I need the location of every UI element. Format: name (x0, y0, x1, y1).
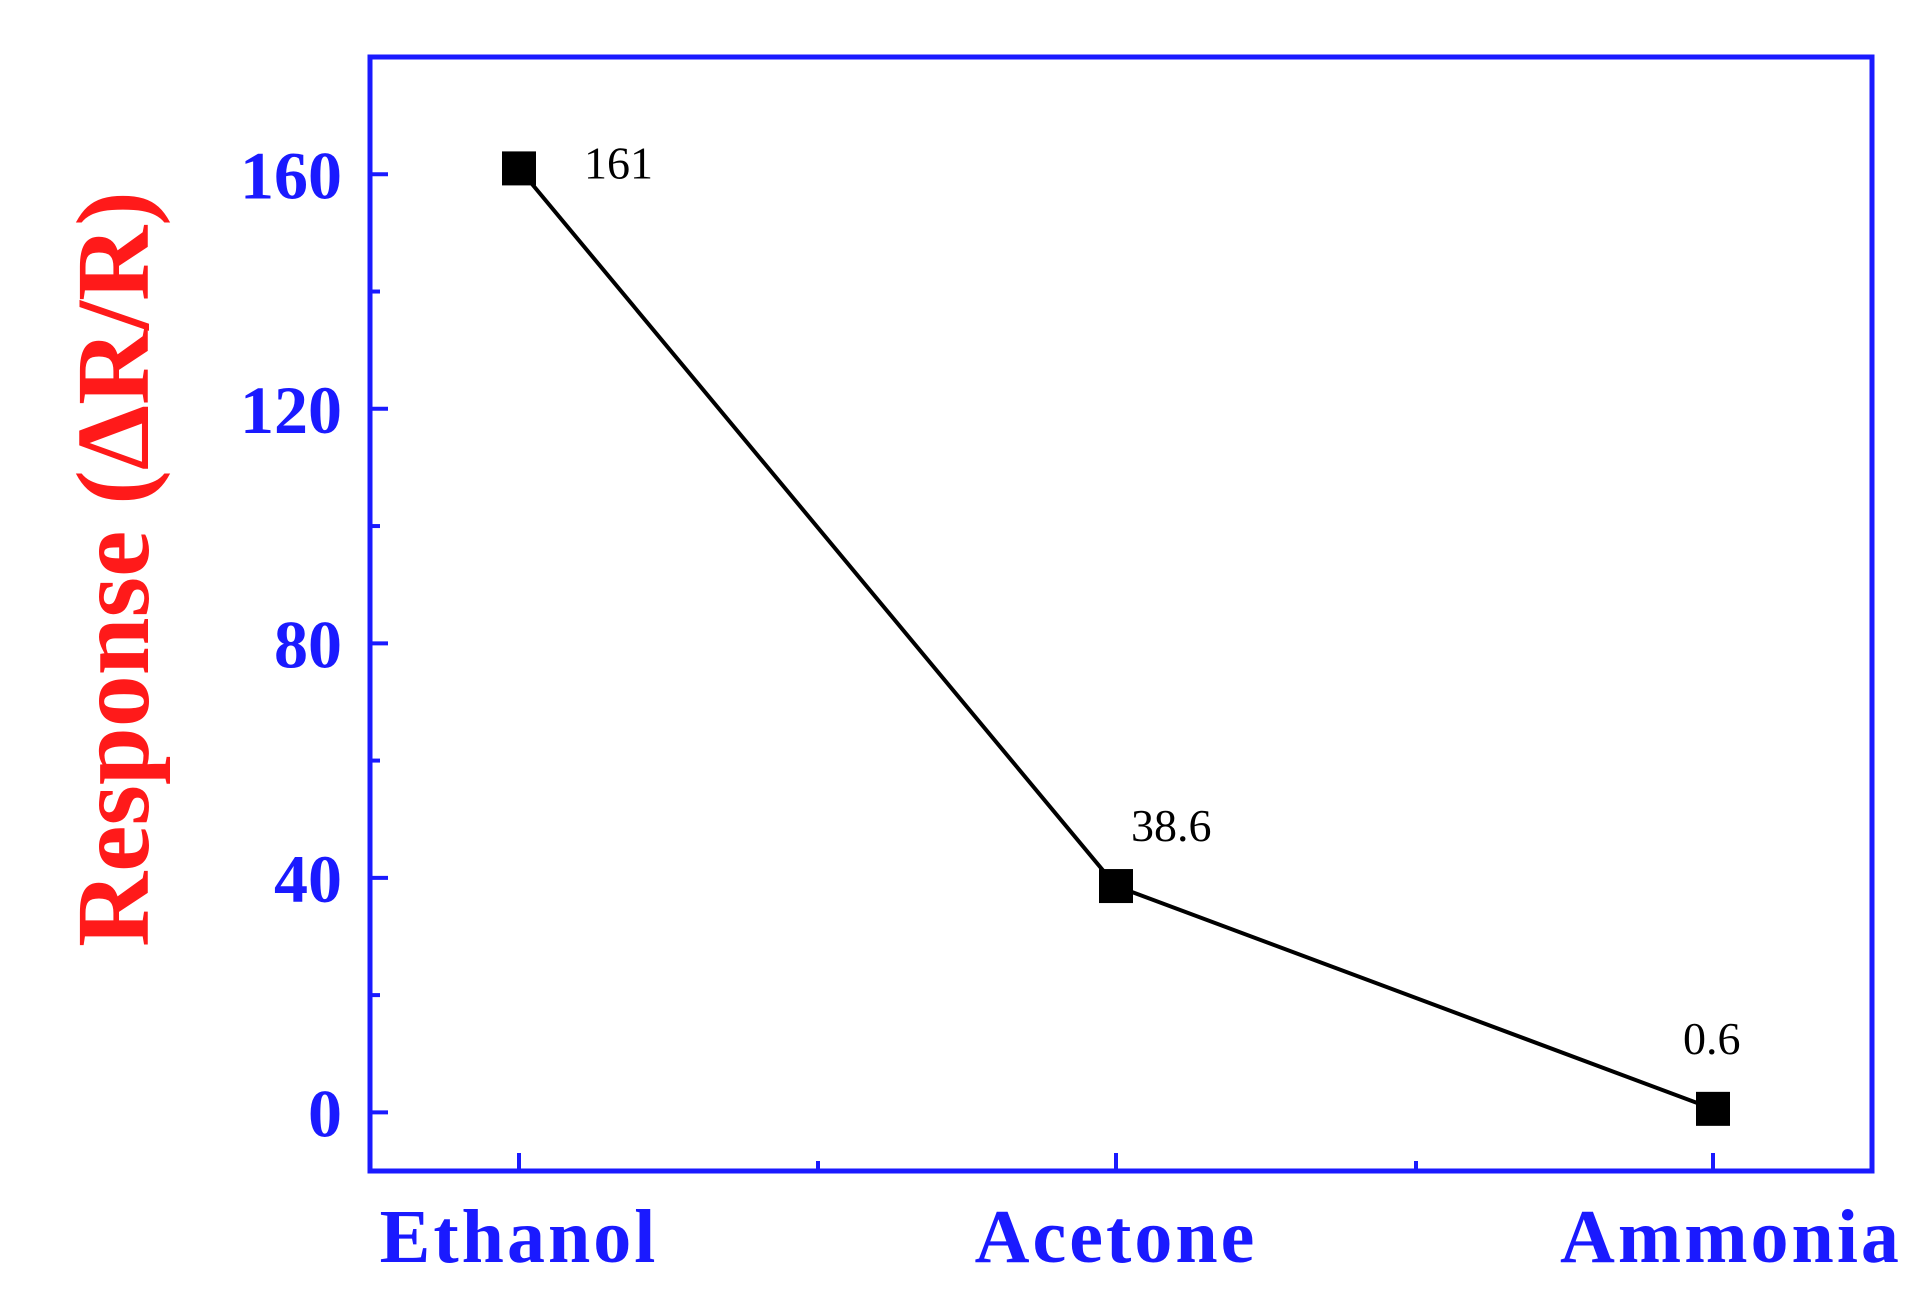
y-tick-label: 40 (274, 841, 342, 917)
y-tick-label: 160 (240, 137, 342, 213)
x-tick-label: Ethanol (380, 1195, 659, 1279)
series (502, 151, 1730, 1126)
data-label: 38.6 (1131, 800, 1212, 851)
y-axis-title: Response (ΔR/R) (56, 191, 171, 947)
x-tick-label: Ammonia (1560, 1195, 1902, 1279)
y-tick-label: 0 (308, 1075, 342, 1151)
data-label: 161 (584, 137, 653, 188)
data-labels: 161 38.6 0.6 (584, 137, 1741, 1063)
y-tick-label: 80 (274, 606, 342, 682)
y-axis-ticks: 0 40 80 120 160 (240, 137, 388, 1151)
x-axis-ticks: Ethanol Acetone Ammonia (380, 1153, 1902, 1279)
y-tick-label: 120 (240, 372, 342, 448)
data-point-marker (502, 151, 536, 186)
data-point-marker (1696, 1091, 1730, 1126)
series-line (517, 167, 1714, 1111)
x-tick-label: Acetone (975, 1195, 1258, 1279)
data-point-marker (1099, 869, 1133, 904)
data-label: 0.6 (1683, 1013, 1741, 1064)
plot-frame (367, 54, 1875, 1174)
